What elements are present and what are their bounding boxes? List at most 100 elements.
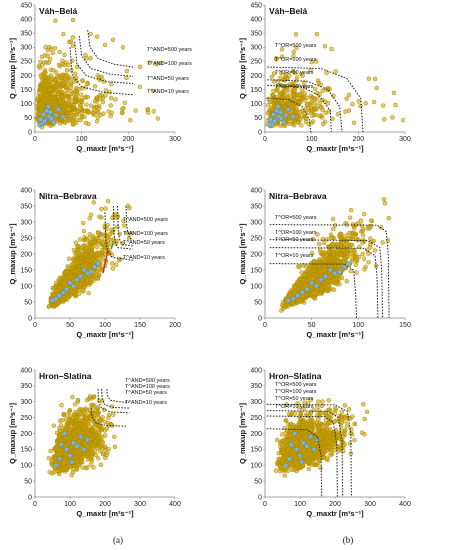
observed-point (81, 267, 87, 273)
sim-point (101, 233, 107, 239)
y-tick-label: 400 (250, 187, 262, 194)
sim-point (137, 84, 143, 90)
y-tick-label: 0 (28, 315, 32, 322)
observed-point (51, 119, 57, 125)
sim-point (354, 236, 359, 242)
return-period-curve-3 (104, 212, 134, 261)
y-tick-label: 350 (20, 383, 32, 390)
observed-point (48, 109, 53, 115)
sim-point (58, 73, 64, 78)
sim-point (271, 96, 277, 102)
sim-point (38, 59, 43, 65)
y-axis-label: Q_maxup [m³s⁻¹] (8, 402, 17, 464)
sim-point (106, 412, 112, 418)
observed-point (290, 296, 296, 302)
sim-point (87, 216, 93, 221)
sim-point (369, 218, 374, 223)
sim-point (293, 32, 299, 37)
sim-point (55, 288, 60, 293)
observed-point (323, 274, 329, 279)
sim-point (83, 120, 89, 126)
sim-point (75, 109, 81, 114)
sim-point (86, 290, 91, 296)
return-period-label: T^AND=500 years (123, 217, 168, 223)
sim-point (287, 121, 292, 127)
return-period-label: T^OR=10 years (275, 253, 314, 259)
x-axis-label: Q_maxtr [m³s⁻¹] (76, 144, 134, 153)
sim-point (84, 109, 90, 115)
sim-point (59, 275, 64, 281)
observed-point (295, 293, 301, 298)
sim-point (297, 117, 303, 122)
sim-point (117, 231, 123, 237)
sim-point (91, 256, 96, 262)
sim-point (105, 238, 111, 244)
sim-point (349, 256, 355, 262)
return-period-curve-2 (269, 247, 379, 318)
y-tick-label: 350 (250, 31, 262, 38)
sim-point (60, 297, 65, 303)
sim-point (85, 81, 90, 87)
sim-point (298, 277, 303, 282)
y-tick-label: 200 (250, 73, 262, 80)
sim-point (36, 63, 42, 69)
sim-point (330, 226, 336, 232)
sim-point (82, 274, 87, 279)
x-tick-label: 100 (99, 322, 111, 329)
sim-point (122, 223, 127, 228)
sim-point (298, 123, 304, 128)
sim-point (314, 272, 320, 278)
sim-point (279, 70, 284, 76)
observed-point (290, 114, 296, 119)
sim-point (343, 238, 349, 244)
sim-point (318, 269, 324, 275)
sim-point (47, 99, 53, 104)
sim-point (94, 244, 100, 250)
return-period-curve-2 (74, 41, 134, 84)
sim-point (326, 244, 332, 249)
sim-point (108, 95, 114, 101)
observed-point (41, 112, 46, 117)
sim-point (274, 57, 279, 62)
sim-point (50, 50, 56, 56)
sim-point (298, 100, 303, 105)
sim-point (306, 270, 312, 276)
highlight-red-segment (102, 250, 109, 274)
sim-point (108, 103, 113, 108)
sim-point (366, 76, 372, 81)
sim-point (94, 269, 100, 275)
sim-point (351, 120, 357, 126)
sim-point (100, 99, 106, 105)
sim-point (311, 259, 316, 265)
y-tick-label: 400 (20, 367, 32, 374)
x-tick-label: 0 (33, 136, 37, 143)
x-axis-label: Q_maxtr [m³s⁻¹] (306, 330, 364, 339)
sim-point (279, 47, 285, 52)
sim-point (147, 60, 153, 65)
sim-point (329, 279, 334, 284)
sim-point (50, 471, 55, 476)
sim-point (326, 249, 332, 255)
return-period-curves (269, 224, 390, 318)
sim-point (285, 91, 290, 96)
sim-point (122, 100, 128, 105)
observed-point (299, 290, 305, 295)
x-tick-label: 300 (134, 501, 146, 508)
sim-point (311, 275, 316, 281)
sim-point (363, 264, 368, 270)
sim-point (102, 42, 108, 48)
observed-point (278, 109, 283, 115)
sim-point (107, 89, 112, 95)
x-tick-label: 100 (76, 136, 88, 143)
sim-point (113, 262, 119, 267)
x-tick-label: 100 (64, 501, 76, 508)
sim-point (347, 230, 352, 236)
y-tick-label: 200 (250, 251, 262, 258)
x-tick-label: 0 (263, 136, 267, 143)
sim-point (382, 201, 388, 206)
sim-point (290, 81, 296, 86)
y-tick-label: 200 (20, 431, 32, 438)
observed-point (67, 280, 73, 286)
y-tick-label: 250 (20, 59, 32, 66)
